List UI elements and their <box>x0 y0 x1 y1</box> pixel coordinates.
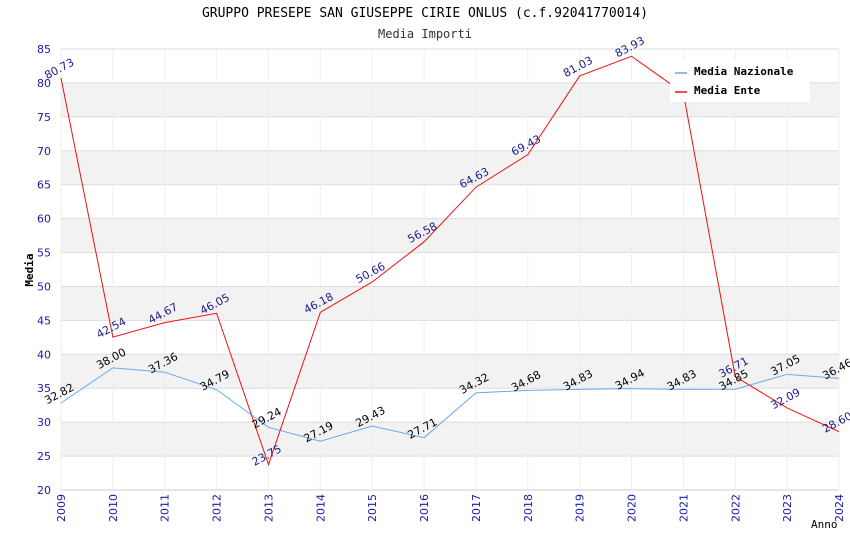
series-line-media-nazionale <box>60 367 840 442</box>
x-tick-label: 2015 <box>366 494 379 522</box>
x-tick-label: 2009 <box>55 494 68 522</box>
y-tick-label: 80 <box>37 77 51 90</box>
x-tick-label: 2012 <box>211 494 224 522</box>
data-label: 50.66 <box>354 260 388 286</box>
x-tick-label: 2017 <box>470 494 483 522</box>
y-tick-label: 40 <box>37 348 51 361</box>
x-tick-label: 2018 <box>522 494 535 522</box>
grid-bands <box>61 82 839 457</box>
x-tick-label: 2020 <box>626 494 639 522</box>
x-tick-label: 2023 <box>781 494 794 522</box>
legend-label-media-nazionale: Media Nazionale <box>694 65 794 78</box>
grid-band <box>61 150 839 185</box>
y-tick-label: 85 <box>37 43 51 56</box>
data-label: 80.73 <box>42 56 76 82</box>
x-tick-label: 2022 <box>729 494 742 522</box>
y-tick-label: 30 <box>37 416 51 429</box>
x-axis-ticks: 2009 2010 2011 2012 2013 2014 2015 2016 2017 2018… <box>55 494 846 522</box>
y-tick-label: 65 <box>37 179 51 192</box>
grid-band <box>61 354 839 389</box>
x-tick-label: 2021 <box>677 494 690 522</box>
y-tick-label: 20 <box>37 484 51 497</box>
y-axis-title: Media <box>23 253 36 286</box>
y-tick-label: 70 <box>37 145 51 158</box>
grid-band <box>61 286 839 321</box>
x-tick-label: 2011 <box>159 494 172 522</box>
grid-band <box>61 218 839 253</box>
y-tick-label: 35 <box>37 382 51 395</box>
x-tick-label: 2019 <box>574 494 587 522</box>
grid-band <box>61 422 839 457</box>
y-tick-label: 45 <box>37 314 51 327</box>
data-label: 81.03 <box>561 54 595 80</box>
y-tick-label: 50 <box>37 280 51 293</box>
y-axis-ticks: 20 25 30 35 40 45 50 55 60 65 70 75 80 85 <box>37 43 51 497</box>
y-tick-label: 60 <box>37 213 51 226</box>
grid-lines <box>60 48 840 491</box>
y-tick-label: 25 <box>37 450 51 463</box>
chart-title: GRUPPO PRESEPE SAN GIUSEPPE CIRIE ONLUS … <box>201 6 649 21</box>
y-tick-label: 75 <box>37 111 51 124</box>
chart-subtitle: Media Importi <box>378 27 472 41</box>
data-label: 32.09 <box>769 386 803 412</box>
x-tick-label: 2013 <box>262 494 275 522</box>
x-tick-label: 2016 <box>418 494 431 522</box>
legend-label-media-ente: Media Ente <box>694 84 761 97</box>
x-tick-label: 2010 <box>107 494 120 522</box>
x-tick-label: 2014 <box>314 494 327 522</box>
y-tick-label: 55 <box>37 247 51 260</box>
x-tick-label: 2024 <box>833 494 846 522</box>
series-line-media-ente <box>60 55 840 467</box>
legend-box <box>670 60 810 102</box>
legend: Media Nazionale Media Ente <box>670 60 810 102</box>
x-axis-title: Anno <box>811 518 838 531</box>
series-lines <box>60 55 840 467</box>
